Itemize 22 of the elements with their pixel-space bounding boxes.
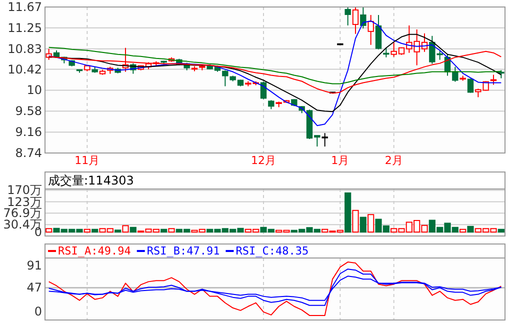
legend-label: RSI_C:48.35	[236, 244, 309, 258]
y-tick-label: 76.9万	[3, 206, 42, 220]
y-tick-label: 170万	[7, 183, 42, 198]
x-tick-label: 2月	[384, 154, 403, 167]
x-tick-label: 12月	[251, 154, 276, 167]
y-tick-label: 11.67	[8, 0, 42, 14]
x-tick-label: 11月	[74, 154, 100, 167]
y-tick-label: 10.83	[8, 42, 42, 56]
y-tick-label: 9.16	[15, 125, 42, 140]
y-tick-label: 9.58	[15, 104, 42, 118]
y-tick-label: 11.25	[8, 20, 42, 35]
y-tick-label: 8.74	[15, 146, 42, 160]
legend-label: RSI_B:47.91	[146, 244, 220, 258]
y-tick-label: 47	[26, 280, 42, 295]
x-tick-label: 1月	[331, 154, 350, 167]
legend-label: RSI_A:49.94	[58, 244, 132, 258]
y-tick-label: 123万	[7, 194, 42, 209]
y-tick-label: 0	[34, 304, 42, 318]
y-tick-label: 91	[26, 258, 42, 273]
y-tick-label: 10.42	[8, 62, 42, 76]
y-tick-label: 10	[26, 83, 42, 98]
chart-title: 成交量:114303	[48, 174, 134, 188]
